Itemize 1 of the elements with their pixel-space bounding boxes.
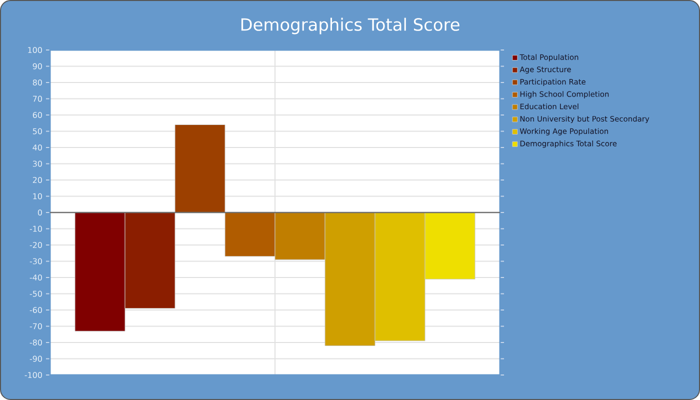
- chart-title: Demographics Total Score: [241, 18, 460, 34]
